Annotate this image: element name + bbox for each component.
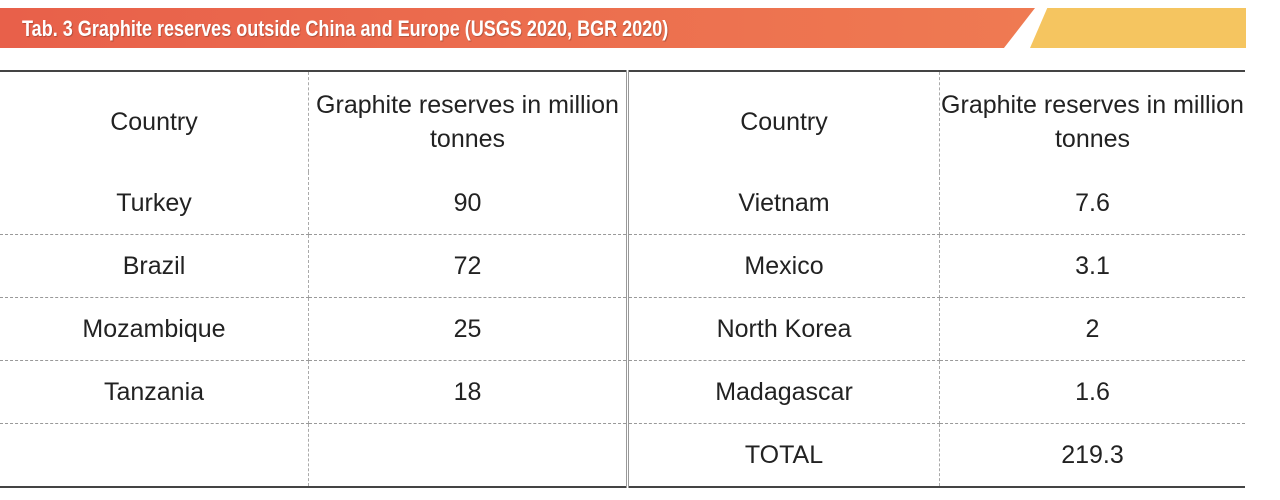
table-cell: 18 (308, 360, 629, 424)
table-row: Mozambique 25 North Korea 2 (0, 297, 1245, 361)
table-cell: Mexico (627, 234, 940, 298)
table-title: Tab. 3 Graphite reserves outside China a… (22, 16, 669, 41)
table-cell: Brazil (0, 234, 309, 298)
table-row: Brazil 72 Mexico 3.1 (0, 234, 1245, 298)
graphite-reserves-table: Country Graphite reserves in million ton… (0, 70, 1245, 488)
table-cell (308, 423, 629, 487)
table-cell (0, 423, 309, 487)
table-cell: 90 (308, 172, 629, 235)
table-cell: 2 (939, 297, 1245, 361)
table-row: Turkey 90 Vietnam 7.6 (0, 172, 1245, 235)
table-row: TOTAL 219.3 (0, 423, 1245, 487)
table-cell: 25 (308, 297, 629, 361)
table-cell: 219.3 (1061, 440, 1124, 469)
header-cell: Graphite reserves in million tonnes (308, 71, 629, 172)
table-cell: Madagascar (627, 360, 940, 424)
table-cell: 72 (308, 234, 629, 298)
header-cell: Country (0, 71, 309, 172)
table-cell: 1.6 (939, 360, 1245, 424)
table-cell: Tanzania (0, 360, 309, 424)
table-cell: 3.1 (939, 234, 1245, 298)
table-cell: Turkey (0, 172, 309, 235)
table-cell: 7.6 (939, 172, 1245, 235)
decorative-accent (1030, 8, 1246, 48)
header-cell: Graphite reserves in million tonnes (941, 91, 1244, 153)
table-cell: Mozambique (0, 297, 309, 361)
table-cell: Vietnam (627, 172, 940, 235)
table-row: Tanzania 18 Madagascar 1.6 (0, 360, 1245, 424)
table-header-row: Country Graphite reserves in million ton… (0, 71, 1245, 172)
table-title-banner: Tab. 3 Graphite reserves outside China a… (0, 8, 1035, 48)
table-cell: North Korea (627, 297, 940, 361)
table-cell: TOTAL (627, 423, 940, 487)
header-cell: Country (627, 71, 940, 172)
